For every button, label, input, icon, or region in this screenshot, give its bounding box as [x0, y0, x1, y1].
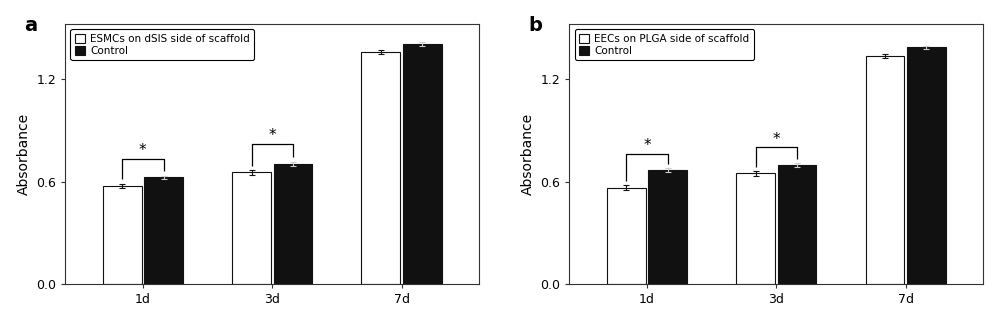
Bar	[144, 177, 183, 284]
Bar	[648, 170, 687, 284]
Text: *: *	[268, 128, 276, 143]
Y-axis label: Absorbance: Absorbance	[521, 113, 535, 195]
Text: *: *	[773, 131, 780, 147]
Text: a: a	[24, 16, 37, 35]
Bar	[103, 186, 142, 284]
Legend: ESMCs on dSIS side of scaffold, Control: ESMCs on dSIS side of scaffold, Control	[70, 29, 254, 60]
Bar	[232, 172, 271, 284]
Text: *: *	[139, 143, 147, 159]
Text: b: b	[528, 16, 542, 35]
Bar	[736, 173, 775, 284]
Bar	[866, 56, 904, 284]
Bar	[274, 164, 312, 284]
Y-axis label: Absorbance: Absorbance	[17, 113, 31, 195]
Bar	[907, 47, 946, 284]
Bar	[778, 165, 816, 284]
Legend: EECs on PLGA side of scaffold, Control: EECs on PLGA side of scaffold, Control	[575, 29, 754, 60]
Bar	[361, 52, 400, 284]
Text: *: *	[643, 138, 651, 153]
Bar	[607, 188, 646, 284]
Bar	[403, 44, 442, 284]
